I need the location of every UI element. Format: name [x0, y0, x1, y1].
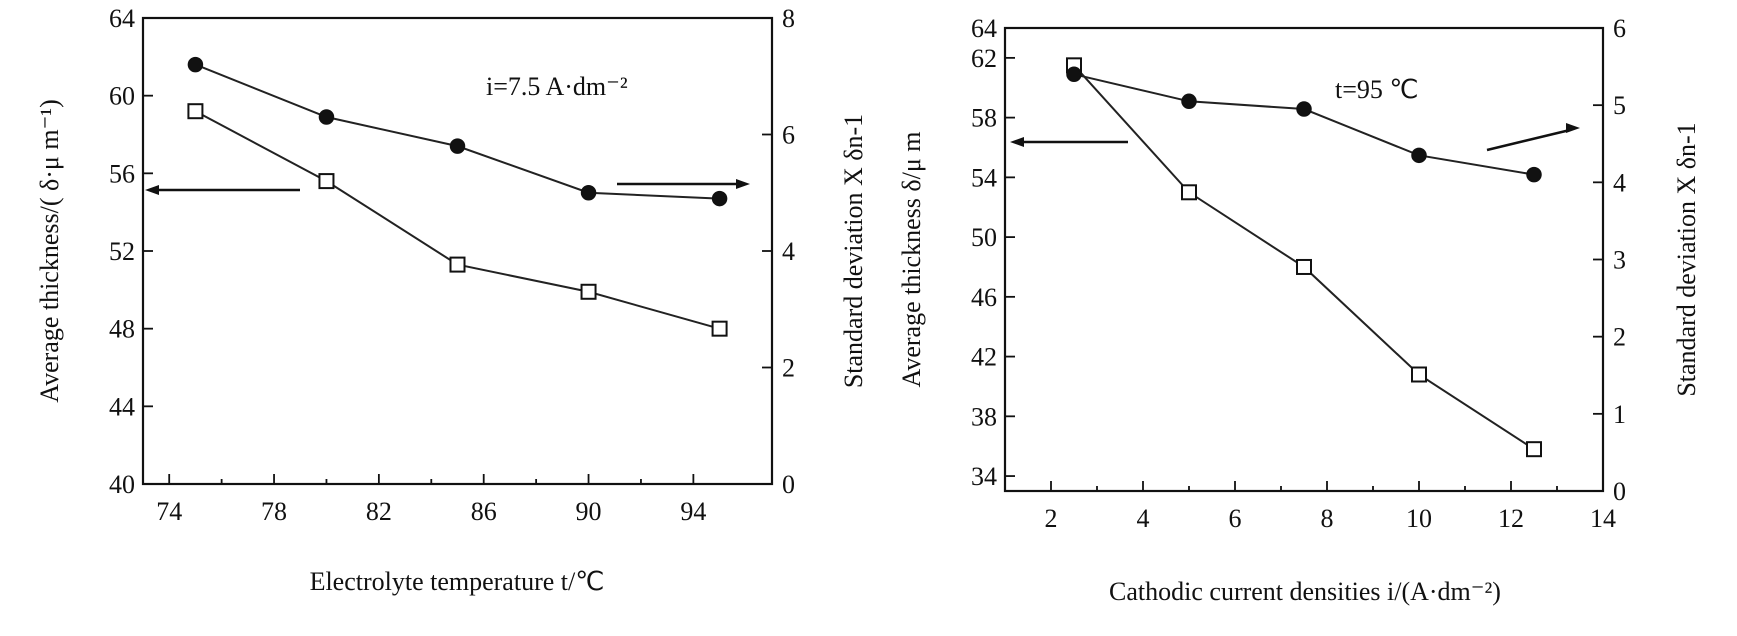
- y-right-tick-label: 3: [1613, 246, 1626, 275]
- y-right-tick-label: 2: [1613, 323, 1626, 352]
- y-left-tick-label: 56: [109, 159, 135, 188]
- x-tick-label: 74: [156, 497, 182, 526]
- y-right-axis-label: Standard deviation X δn-1: [1672, 122, 1701, 396]
- std-dev-series-line: [1073, 73, 1535, 176]
- condition-annotation: t=95 ℃: [1335, 75, 1419, 104]
- thickness-point: [449, 256, 466, 273]
- y-right-tick-label: 4: [1613, 168, 1626, 197]
- x-axis-label: Cathodic current densities i/(A·dm⁻²): [1109, 577, 1501, 606]
- x-tick-label: 12: [1498, 504, 1524, 533]
- y-left-tick-label: 58: [971, 104, 997, 133]
- std-dev-point: [1296, 101, 1312, 117]
- thickness-point: [318, 173, 335, 190]
- x-tick-label: 2: [1045, 504, 1058, 533]
- x-tick-label: 86: [471, 497, 497, 526]
- y-left-tick-label: 64: [971, 14, 997, 43]
- condition-annotation: i=7.5 A·dm⁻²: [486, 72, 628, 101]
- y-left-tick-label: 62: [971, 44, 997, 73]
- chart-1: 74 78 82 86 90 94 40 44 48 52 56 60 64 0 2 4 6 8 Electroly…: [35, 4, 868, 596]
- y-right-tick-label: 1: [1613, 400, 1626, 429]
- std-dev-point: [318, 109, 335, 125]
- thickness-point: [1411, 366, 1427, 383]
- left-axis-arrowhead: [145, 185, 159, 195]
- y-right-tick-label: 2: [782, 354, 795, 383]
- y-left-tick-label: 54: [971, 163, 997, 192]
- thickness-point: [580, 283, 597, 300]
- y-right-tick-label: 0: [782, 470, 795, 499]
- y-left-tick-label: 34: [971, 462, 997, 491]
- std-dev-point: [580, 185, 597, 201]
- y-left-tick-label: 38: [971, 402, 997, 431]
- right-axis-arrow: [1486, 128, 1571, 152]
- y-right-axis-label: Standard deviation X δn-1: [839, 114, 868, 388]
- left-axis-arrowhead: [1010, 137, 1024, 147]
- thickness-point: [1181, 184, 1197, 201]
- y-left-tick-label: 44: [109, 392, 135, 421]
- plot-frame: [141, 16, 774, 486]
- std-dev-point: [449, 138, 466, 154]
- std-dev-point: [711, 190, 728, 207]
- x-tick-label: 90: [576, 497, 602, 526]
- y-left-tick-label: 52: [109, 237, 135, 266]
- y-right-tick-label: 5: [1613, 91, 1626, 120]
- y-left-tick-label: 42: [971, 343, 997, 372]
- x-tick-label: 94: [680, 497, 706, 526]
- y-right-tick-label: 4: [782, 237, 795, 266]
- y-left-tick-label: 60: [109, 82, 135, 111]
- std-dev-point: [1181, 93, 1197, 110]
- y-right-tick-label: 6: [1613, 14, 1626, 43]
- y-right-tick-label: 0: [1613, 477, 1626, 506]
- thickness-series-line: [1073, 64, 1535, 451]
- thickness-point: [1526, 441, 1542, 458]
- x-tick-label: 8: [1321, 504, 1334, 533]
- x-tick-label: 4: [1137, 504, 1150, 533]
- std-dev-point: [187, 56, 204, 73]
- y-left-axis-label: Average thickness/( δ·μ m⁻¹): [35, 99, 64, 403]
- thickness-point: [1296, 258, 1312, 275]
- x-tick-label: 78: [261, 497, 287, 526]
- y-left-tick-label: 46: [971, 283, 997, 312]
- std-dev-point: [1066, 66, 1082, 83]
- y-left-tick-label: 64: [109, 4, 135, 33]
- right-axis-arrowhead: [736, 179, 750, 189]
- std-dev-point: [1526, 166, 1542, 183]
- thickness-point: [187, 103, 204, 120]
- y-left-tick-label: 48: [109, 315, 135, 344]
- x-tick-label: 14: [1590, 504, 1616, 533]
- x-tick-label: 82: [366, 497, 392, 526]
- std-dev-series-line: [195, 63, 720, 200]
- y-right-tick-label: 6: [782, 121, 795, 150]
- x-tick-label: 10: [1406, 504, 1432, 533]
- y-left-tick-label: 50: [971, 223, 997, 252]
- y-right-tick-label: 8: [782, 4, 795, 33]
- thickness-point: [711, 320, 728, 337]
- x-tick-label: 6: [1229, 504, 1242, 533]
- y-left-axis-label: Average thickness δ/μ m: [897, 131, 926, 387]
- chart-2: 2 4 6 8 10 12 143438424650545862640123456Catho…: [897, 14, 1701, 606]
- y-left-tick-label: 40: [109, 470, 135, 499]
- x-axis-label: Electrolyte temperature t/℃: [310, 567, 605, 596]
- std-dev-point: [1411, 147, 1427, 164]
- right-axis-arrowhead: [1566, 123, 1580, 133]
